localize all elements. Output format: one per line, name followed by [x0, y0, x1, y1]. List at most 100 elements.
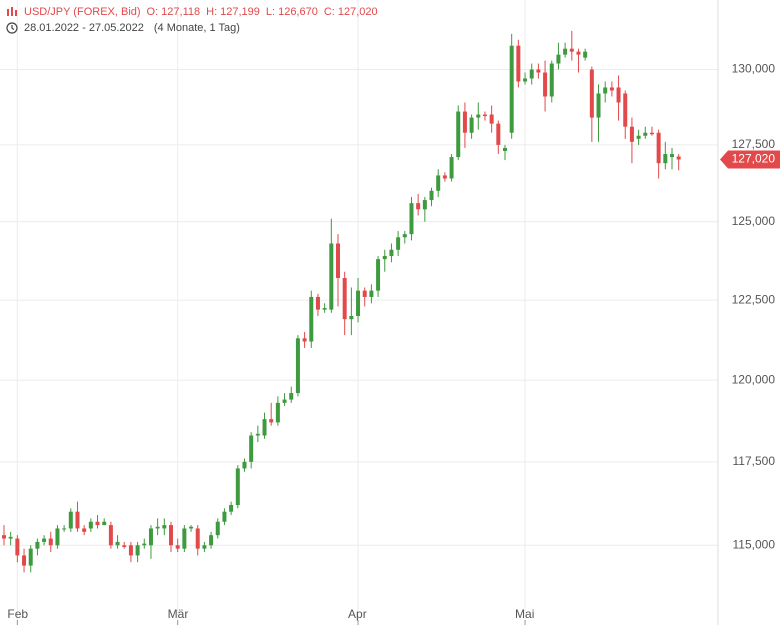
ohlc-value: 127,020 — [337, 6, 378, 18]
candle-body — [523, 78, 528, 82]
candle-body — [249, 435, 254, 462]
candle-body — [616, 87, 621, 103]
candle-body — [295, 338, 300, 394]
candle-body — [42, 538, 47, 542]
y-tick-label: 127,500 — [732, 137, 776, 151]
candle-body — [215, 521, 220, 536]
candle-body — [396, 237, 401, 250]
candle-body — [262, 419, 267, 436]
candle-body — [115, 541, 120, 546]
candle-body — [95, 521, 100, 526]
candle-body — [496, 123, 501, 145]
y-tick-label: 117,500 — [733, 454, 776, 468]
candle-body — [302, 338, 307, 342]
candle-body — [489, 114, 494, 124]
candle-body — [48, 538, 53, 546]
candle-body — [376, 259, 381, 291]
candle-body — [589, 69, 594, 118]
title: USD/JPY (FOREX, Bid) — [24, 6, 141, 18]
candle-body — [289, 393, 294, 400]
candle-body — [476, 114, 481, 118]
candle-body — [222, 511, 227, 522]
candle-body — [649, 132, 654, 135]
candle-body — [549, 63, 554, 97]
ohlc-value: 127,118 — [161, 6, 201, 18]
candle-body — [68, 511, 73, 529]
last-price-label: 127,020 — [732, 152, 776, 166]
candle-body — [88, 521, 93, 529]
candle-body — [155, 526, 160, 529]
candle-body — [322, 308, 327, 310]
candle-body — [402, 234, 407, 238]
candle-body — [469, 117, 474, 133]
x-tick-label: Mai — [515, 607, 534, 621]
ohlc-key: O: — [146, 6, 159, 18]
candle-body — [342, 278, 347, 320]
candle-body — [202, 545, 207, 549]
candle-body — [436, 175, 441, 191]
candle-body — [509, 45, 514, 133]
candle-body — [349, 315, 354, 320]
candle-body — [409, 203, 414, 235]
candle-body — [142, 543, 147, 546]
candle-body — [563, 48, 568, 55]
candle-body — [269, 419, 274, 423]
candle-body — [75, 511, 80, 529]
candle-body — [416, 203, 421, 210]
candle-body — [55, 528, 60, 546]
ohlc-key: H: — [206, 6, 218, 18]
candle-body — [643, 132, 648, 136]
candle-body — [275, 402, 280, 423]
candle-body — [449, 157, 454, 179]
candle-body — [462, 111, 467, 133]
candle-body — [15, 538, 20, 556]
candle-body — [429, 190, 434, 201]
candle-body — [543, 72, 548, 97]
y-tick-label: 120,000 — [732, 372, 776, 386]
candle-body — [282, 399, 287, 403]
y-tick-label: 130,000 — [732, 62, 776, 76]
candle-body — [8, 536, 13, 539]
candle-body — [356, 290, 361, 316]
candle-body — [536, 69, 541, 73]
candle-body — [456, 111, 461, 158]
ohlc-key: L: — [265, 6, 276, 18]
x-tick-label: Mär — [168, 607, 189, 621]
ohlc-key: C: — [323, 6, 335, 18]
y-tick-label: 125,000 — [732, 214, 776, 228]
ohlc-value: 126,670 — [278, 6, 318, 18]
candle-body — [676, 156, 681, 160]
candle-body — [556, 54, 561, 64]
candle-body — [128, 545, 133, 556]
last-price-tag — [720, 150, 780, 169]
period: (4 Monate, 1 Tag) — [153, 22, 240, 34]
y-tick-label: 122,500 — [732, 292, 776, 306]
candle-body — [670, 154, 674, 158]
candle-body — [135, 545, 140, 556]
candle-body — [2, 535, 6, 539]
candle-body — [389, 249, 394, 257]
candle-body — [603, 87, 608, 94]
candle-body — [309, 296, 314, 342]
candle-body — [663, 154, 668, 164]
x-tick-label: Apr — [348, 607, 367, 621]
candle-body — [422, 200, 427, 210]
candle-body — [209, 535, 214, 546]
candle-body — [22, 555, 27, 566]
candle-body — [336, 243, 340, 279]
chart-icon — [7, 7, 17, 16]
candle-body — [235, 468, 240, 506]
candle-body — [382, 256, 387, 260]
candle-body — [148, 528, 153, 546]
candle-body — [596, 93, 601, 118]
candle-body — [169, 525, 173, 546]
candle-body — [636, 135, 641, 139]
candle-body — [369, 290, 374, 297]
x-tick-label: Feb — [7, 607, 28, 621]
candle-body — [242, 461, 247, 469]
candle-body — [182, 528, 187, 549]
candle-body — [482, 114, 487, 117]
clock-icon — [6, 22, 18, 34]
candle-body — [62, 528, 67, 530]
